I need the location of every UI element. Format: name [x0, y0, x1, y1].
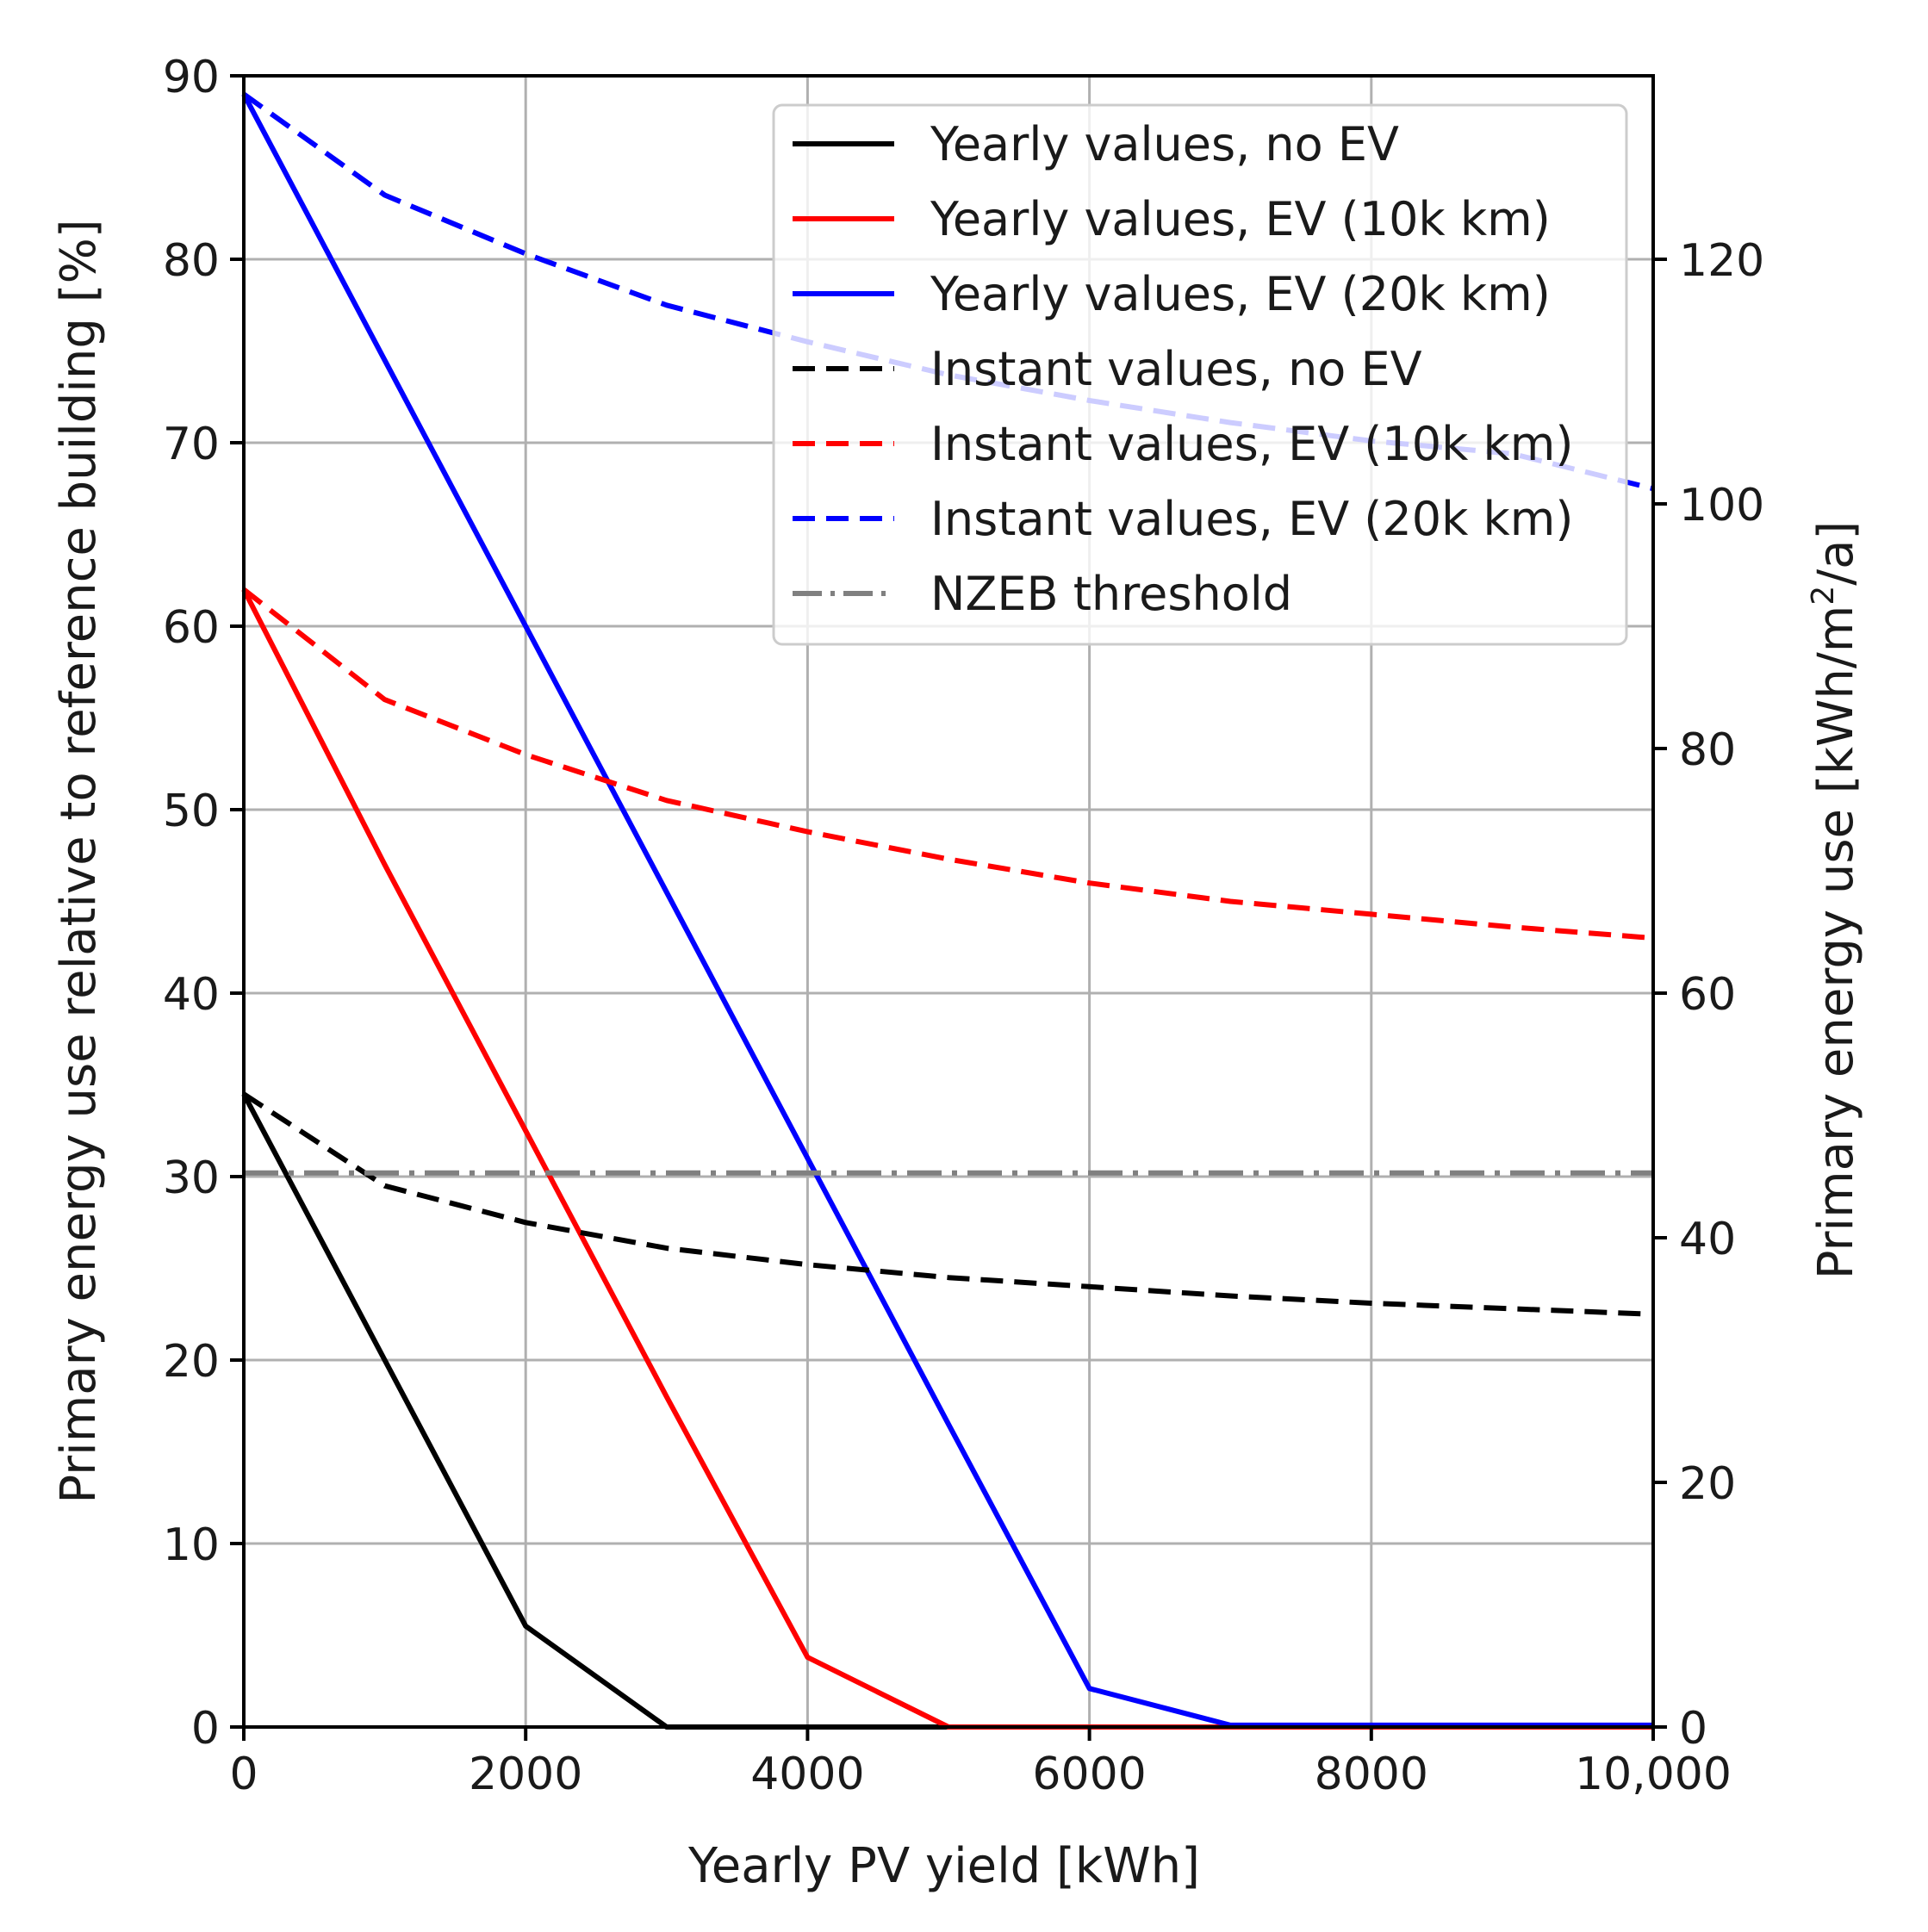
- y-tick-label-0: 0: [191, 1703, 220, 1755]
- y-tick-label-2: 20: [163, 1336, 220, 1388]
- series-line-3: [242, 1091, 1654, 1317]
- y2-axis-title-tail: /a]: [1808, 521, 1864, 586]
- tick-labels: 0 2000 4000 6000 8000 10,00001020304050607080…: [163, 52, 1764, 1800]
- y2-tick-label-3: 60: [1679, 969, 1736, 1021]
- y-tick-label-7: 70: [163, 419, 220, 470]
- y2-tick-label-5: 100: [1679, 480, 1764, 531]
- series-line-5: [242, 91, 1654, 492]
- legend-label-1: Yearly values, EV (10k km): [930, 192, 1551, 246]
- y-tick-label-9: 90: [163, 52, 220, 103]
- series-line-1: [241, 588, 1653, 1730]
- y2-tick-label-0: 0: [1679, 1703, 1707, 1755]
- legend-label-6: NZEB threshold: [930, 567, 1292, 621]
- y2-tick-label-1: 20: [1679, 1458, 1736, 1510]
- y-tick-label-8: 80: [163, 235, 220, 287]
- y2-axis-title: Primary energy use [kWh/m2/a]: [1806, 521, 1864, 1280]
- x-tick-label-1: 2000: [469, 1749, 582, 1800]
- legend-label-0: Yearly values, no EV: [930, 117, 1399, 171]
- legend-box: [772, 103, 1628, 646]
- x-tick-label-4: 8000: [1315, 1749, 1428, 1800]
- y-tick-label-4: 40: [163, 969, 220, 1021]
- y-tick-label-6: 60: [163, 602, 220, 654]
- plot-frame: [242, 74, 1655, 1729]
- y-tick-label-3: 30: [163, 1152, 220, 1204]
- legend: Yearly values, no EV Yearly values, EV (1…: [772, 103, 1628, 646]
- series-line-2: [241, 92, 1653, 1728]
- x-tick-label-3: 6000: [1032, 1749, 1146, 1800]
- legend-label-5: Instant values, EV (20k km): [930, 492, 1573, 546]
- x-tick-label-5: 10,000: [1575, 1749, 1732, 1800]
- y2-axis-title-main: Primary energy use [kWh/m: [1808, 606, 1864, 1280]
- legend-label-2: Yearly values, EV (20k km): [930, 267, 1551, 321]
- y2-tick-label-4: 80: [1679, 724, 1736, 776]
- y-axis-title: Primary energy use relative to reference…: [51, 219, 107, 1503]
- series-line-0: [241, 1092, 1653, 1730]
- y-tick-label-1: 10: [163, 1519, 220, 1571]
- y2-tick-label-6: 120: [1679, 235, 1764, 287]
- x-tick-label-0: 0: [229, 1749, 258, 1800]
- legend-label-4: Instant values, EV (10k km): [930, 417, 1573, 471]
- series-line-4: [242, 587, 1654, 941]
- x-tick-label-2: 4000: [750, 1749, 864, 1800]
- y-tick-label-5: 50: [163, 786, 220, 837]
- y2-axis-title-sup: 2: [1806, 586, 1841, 606]
- axes: [230, 74, 1667, 1741]
- x-axis-title: Yearly PV yield [kWh]: [687, 1838, 1200, 1894]
- y2-tick-label-2: 40: [1679, 1214, 1736, 1265]
- legend-label-3: Instant values, no EV: [930, 342, 1422, 396]
